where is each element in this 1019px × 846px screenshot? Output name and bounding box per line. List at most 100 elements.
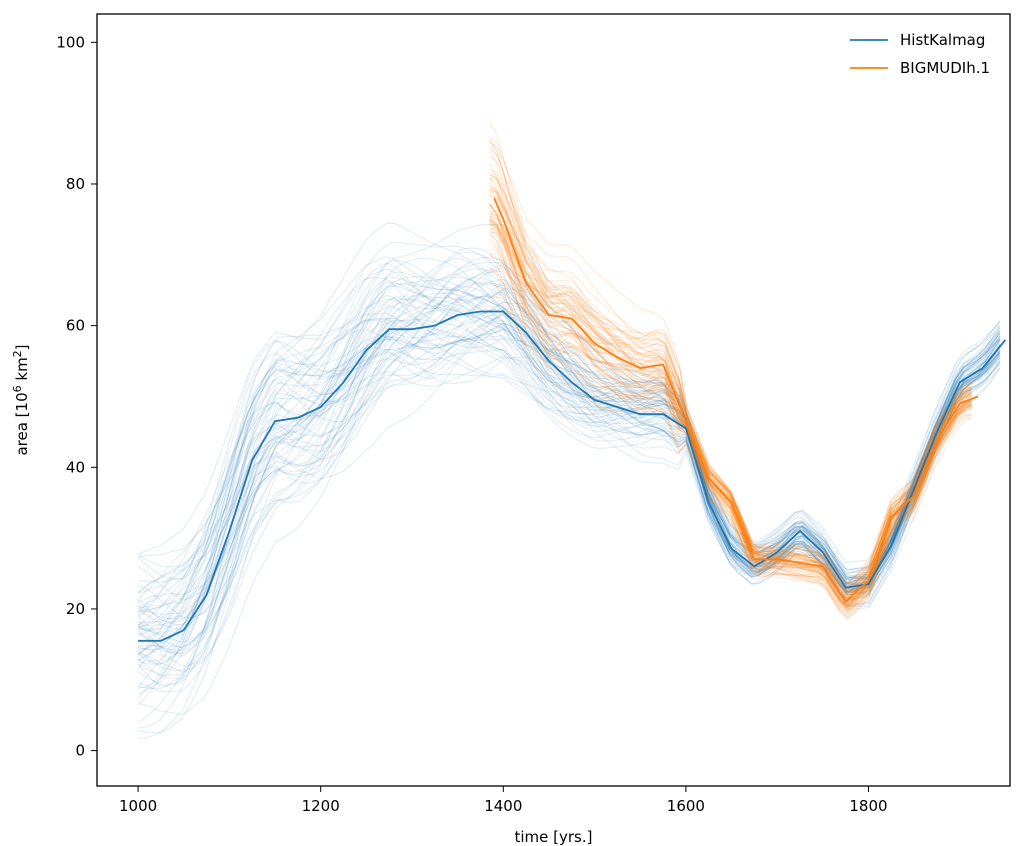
x-tick-label: 1200	[302, 797, 340, 815]
series-line-bigmudih-1	[493, 197, 979, 604]
ensemble-member-line	[137, 296, 1001, 626]
ensemble-member-line	[137, 292, 1001, 669]
ensemble-member-line	[137, 282, 1001, 619]
legend-label: BIGMUDIh.1	[900, 59, 990, 77]
ensemble-member-line	[137, 322, 1001, 652]
ensemble-member-line	[137, 251, 1001, 636]
ensemble-member-line	[137, 283, 1001, 628]
ensemble-member-line	[137, 259, 1001, 602]
ensemble-member-line	[138, 263, 1001, 583]
ensemble-member-line	[137, 257, 1001, 631]
ensemble-member-line	[489, 219, 972, 607]
legend-label: HistKalmag	[900, 31, 985, 49]
ensemble-member-line	[137, 266, 1001, 662]
ensemble-member-line	[137, 295, 1001, 655]
ensemble-member-line	[489, 207, 972, 618]
ensemble-member-line	[489, 210, 972, 607]
ensemble-member-line	[137, 262, 1001, 594]
ensemble-member-line	[137, 293, 1001, 578]
ensemble-member-line	[137, 286, 1001, 687]
ensemble-member-line	[137, 276, 1001, 631]
ensemble-member-line	[137, 330, 1001, 609]
x-axis-label: time [yrs.]	[515, 828, 593, 846]
x-axis-ticks: 1000 1200 1400 1600 1800	[119, 786, 888, 815]
ensemble-member-line	[489, 215, 972, 593]
ensemble-member-line	[489, 267, 972, 619]
ensemble-member-line	[137, 289, 1001, 655]
ensemble-member-line	[489, 190, 972, 599]
ensemble-member-line	[489, 203, 972, 611]
ensemble-member-line	[137, 322, 1001, 661]
ensemble-member-line	[137, 306, 1001, 680]
ensemble-member-line	[138, 256, 1001, 630]
ensemble-member-line	[489, 266, 972, 594]
ensemble-member-line	[489, 185, 972, 615]
ensemble-member-line	[489, 189, 972, 600]
ensemble-member-line	[137, 273, 1001, 689]
ensemble-member-line	[137, 298, 1001, 610]
ensemble-member-line	[137, 312, 1001, 657]
ensemble-member-line	[489, 195, 972, 592]
ensemble-member-line	[489, 230, 972, 611]
x-tick-label: 1600	[667, 797, 705, 815]
ensemble-member-line	[489, 234, 972, 610]
ensemble-member-line	[138, 291, 1001, 615]
ensemble-member-line	[137, 268, 1001, 699]
ensemble-member-line	[489, 188, 972, 600]
y-tick-label: 0	[75, 742, 85, 760]
ensemble-member-line	[137, 262, 1001, 620]
ensemble-member-line	[137, 335, 1001, 673]
ensemble-member-line	[138, 295, 1001, 729]
y-axis-ticks: 0 20 40 60 80 100	[56, 33, 97, 760]
ensemble-member-line	[489, 156, 972, 615]
ensemble-member-line	[137, 314, 1001, 613]
ensemble-member-line	[138, 308, 1001, 667]
ensemble-member-line	[138, 270, 1001, 585]
ensemble-member-line	[489, 253, 972, 602]
ensemble-member-line	[137, 344, 1001, 734]
ensemble-member-line	[137, 300, 1001, 695]
ensemble-member-line	[489, 221, 972, 592]
ensemble-member-line	[137, 283, 1001, 652]
ensemble-member-line	[137, 334, 1001, 595]
ensemble-member-line	[137, 277, 1001, 665]
ensemble-member-line	[489, 282, 972, 591]
ensemble-member-line	[137, 271, 1001, 615]
x-tick-label: 1000	[119, 797, 157, 815]
ensemble-member-line	[137, 318, 1001, 650]
x-tick-label: 1800	[849, 797, 887, 815]
y-tick-label: 100	[56, 33, 85, 51]
ensemble-member-line	[137, 298, 1001, 658]
ensemble-member-line	[137, 276, 1001, 593]
ensemble-member-line	[489, 224, 972, 585]
ensemble-member-line	[137, 317, 1001, 665]
ensemble-member-line	[489, 204, 972, 600]
ensemble-member-line	[489, 224, 972, 591]
legend: HistKalmag BIGMUDIh.1	[850, 31, 990, 77]
ensemble-member-line	[489, 145, 972, 584]
ensemble-member-line	[137, 222, 1001, 586]
ensemble-member-line	[489, 139, 972, 604]
ensemble-member-line	[489, 189, 972, 608]
plot-frame	[96, 13, 1011, 787]
y-tick-label: 20	[66, 600, 85, 618]
ensemble-member-line	[138, 319, 1001, 649]
ensemble-member-line	[489, 248, 972, 612]
ensemble-member-line	[137, 224, 1001, 583]
y-tick-label: 80	[66, 175, 85, 193]
ensemble-lines	[137, 121, 1001, 740]
ensemble-member-line	[489, 195, 972, 605]
ensemble-member-line	[137, 257, 1001, 620]
ensemble-member-line	[138, 319, 1001, 644]
ensemble-member-line	[137, 309, 1001, 627]
ensemble-member-line	[137, 348, 1001, 661]
ensemble-member-line	[489, 121, 972, 606]
ensemble-member-line	[489, 220, 972, 607]
ensemble-member-line	[489, 184, 972, 584]
series-line-histkalmag	[138, 310, 1007, 642]
ensemble-member-line	[137, 241, 1001, 635]
ensemble-member-line	[489, 181, 972, 595]
ensemble-member-line	[489, 211, 972, 605]
ensemble-member-line	[489, 177, 972, 602]
mean-lines	[138, 197, 1007, 642]
